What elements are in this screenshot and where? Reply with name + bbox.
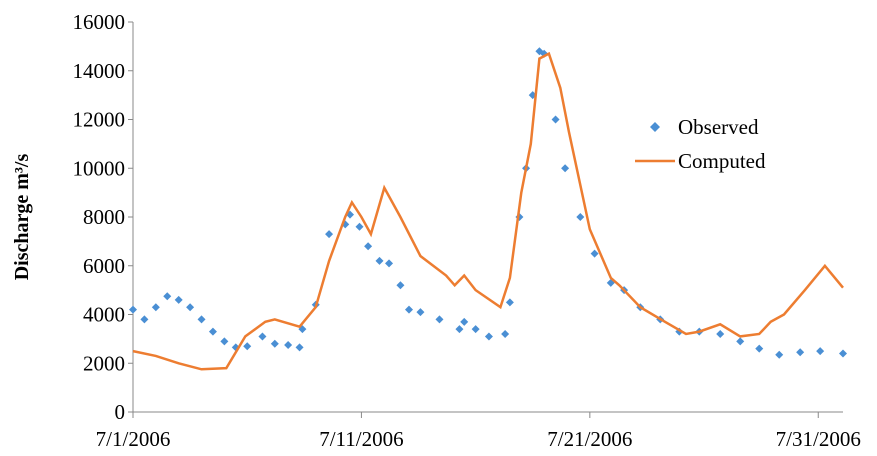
observed-point: [270, 339, 279, 348]
observed-point: [484, 332, 493, 341]
x-tick-label: 7/11/2006: [319, 427, 403, 451]
observed-point: [140, 315, 149, 324]
observed-point: [220, 337, 229, 346]
y-tick-label: 10000: [73, 156, 126, 180]
observed-point: [364, 242, 373, 251]
x-tick-label: 7/31/2006: [776, 427, 861, 451]
observed-point: [505, 298, 514, 307]
observed-point: [208, 327, 217, 336]
legend-label: Computed: [678, 149, 766, 173]
observed-point: [775, 350, 784, 359]
observed-point: [186, 303, 195, 312]
observed-point: [471, 325, 480, 334]
observed-point: [325, 230, 334, 239]
y-tick-label: 0: [115, 400, 126, 424]
y-tick-label: 2000: [83, 351, 125, 375]
observed-point: [816, 347, 825, 356]
y-tick-label: 16000: [73, 10, 126, 34]
x-tick-label: 7/1/2006: [96, 427, 171, 451]
observed-point: [796, 348, 805, 357]
observed-point: [243, 342, 252, 351]
observed-point: [295, 343, 304, 352]
y-tick-label: 4000: [83, 303, 125, 327]
observed-point: [551, 115, 560, 124]
y-axis-label: Discharge m³/s: [11, 154, 33, 281]
observed-point: [197, 315, 206, 324]
observed-point: [460, 317, 469, 326]
computed-line: [132, 51, 844, 371]
observed-point: [839, 349, 847, 358]
legend-label: Observed: [678, 115, 759, 139]
observed-point: [590, 249, 599, 258]
observed-point: [375, 256, 384, 265]
observed-point: [396, 281, 405, 290]
observed-point: [416, 308, 425, 317]
y-tick-label: 6000: [83, 254, 125, 278]
observed-point: [284, 340, 293, 349]
observed-point: [716, 330, 725, 338]
legend-marker: [650, 122, 660, 132]
y-tick-label: 14000: [73, 59, 126, 83]
observed-point: [405, 305, 414, 314]
y-tick-label: 8000: [83, 205, 125, 229]
observed-point: [151, 303, 160, 312]
observed-point: [755, 344, 764, 353]
observed-point: [129, 305, 137, 314]
x-tick-label: 7/21/2006: [547, 427, 632, 451]
observed-point: [501, 330, 510, 338]
observed-point: [455, 325, 464, 334]
observed-point: [174, 295, 183, 304]
observed-point: [163, 292, 172, 301]
observed-point: [736, 337, 745, 346]
y-tick-label: 12000: [73, 108, 126, 132]
observed-point: [258, 332, 267, 341]
observed-point: [435, 315, 444, 324]
observed-point: [385, 259, 394, 268]
observed-point: [561, 164, 570, 173]
observed-point: [576, 213, 585, 221]
observed-point: [355, 222, 364, 231]
